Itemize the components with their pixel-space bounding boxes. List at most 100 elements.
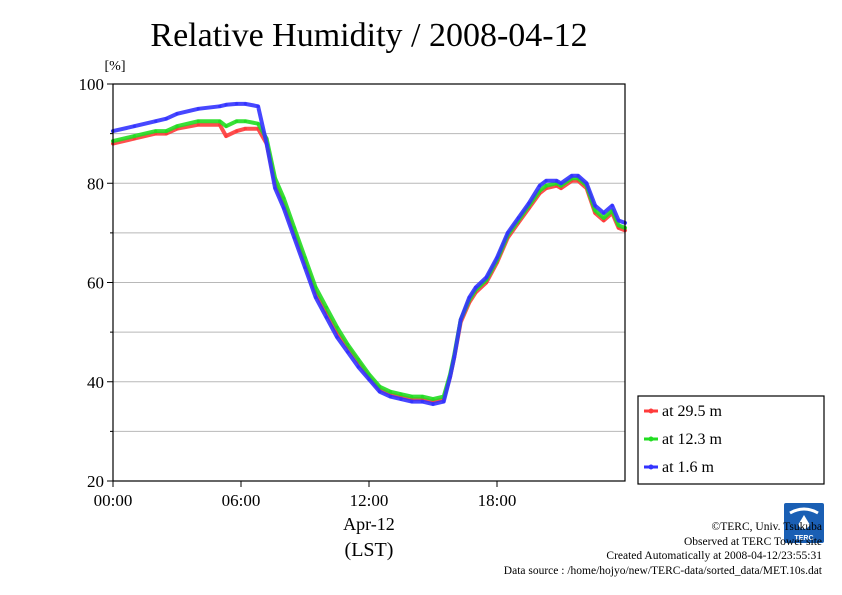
series-point-1 bbox=[356, 357, 360, 361]
series-point-2 bbox=[610, 204, 614, 208]
y-tick-label: 40 bbox=[87, 373, 104, 392]
series-layer bbox=[111, 101, 627, 407]
series-point-2 bbox=[224, 103, 228, 107]
series-point-1 bbox=[544, 184, 548, 188]
series-point-1 bbox=[314, 285, 318, 290]
series-point-1 bbox=[175, 124, 179, 128]
series-point-0 bbox=[196, 123, 200, 127]
series-point-2 bbox=[346, 350, 350, 354]
series-point-1 bbox=[224, 124, 228, 128]
series-point-2 bbox=[544, 179, 548, 183]
series-point-1 bbox=[602, 216, 606, 220]
series-line-1 bbox=[111, 119, 627, 402]
series-point-1 bbox=[420, 395, 424, 399]
series-point-2 bbox=[484, 275, 488, 280]
series-point-1 bbox=[399, 392, 403, 396]
series-point-0 bbox=[243, 127, 247, 131]
series-point-2 bbox=[431, 402, 435, 406]
series-point-1 bbox=[335, 325, 339, 329]
series-point-2 bbox=[570, 174, 574, 178]
x-tick-label: 06:00 bbox=[222, 491, 261, 510]
logo-text: TERC bbox=[794, 535, 813, 542]
series-point-1 bbox=[196, 119, 200, 123]
series-point-0 bbox=[235, 129, 239, 133]
series-point-1 bbox=[154, 129, 158, 133]
series-point-2 bbox=[555, 179, 559, 183]
axes: 20 40 60 80 100 00:00 06:00 12:00 18:00 bbox=[79, 75, 517, 510]
series-point-2 bbox=[218, 104, 222, 108]
y-axis-unit-label: [%] bbox=[105, 59, 126, 74]
series-point-1 bbox=[132, 134, 136, 138]
x-tick-label: 18:00 bbox=[478, 491, 517, 510]
series-point-2 bbox=[506, 231, 510, 235]
series-point-2 bbox=[452, 355, 456, 359]
y-tick-label: 80 bbox=[87, 174, 104, 193]
series-point-1 bbox=[235, 119, 239, 123]
series-point-2 bbox=[420, 400, 424, 404]
series-point-2 bbox=[367, 377, 371, 381]
legend-marker bbox=[648, 408, 654, 414]
legend-marker bbox=[648, 436, 654, 442]
data-source-text: Data source : /home/hojyo/new/TERC-data/… bbox=[503, 564, 822, 577]
series-point-2 bbox=[356, 365, 360, 369]
legend-label: at 29.5 m bbox=[662, 403, 723, 420]
x-tick-label: 00:00 bbox=[94, 491, 133, 510]
series-point-2 bbox=[164, 117, 168, 121]
series-point-2 bbox=[273, 186, 277, 190]
series-point-2 bbox=[538, 184, 542, 188]
series-point-1 bbox=[346, 342, 350, 347]
legend-box bbox=[637, 395, 825, 485]
legend-marker bbox=[648, 464, 654, 470]
creation-timestamp-text: Created Automatically at 2008-04-12/23:5… bbox=[606, 550, 822, 562]
series-point-2 bbox=[154, 119, 158, 123]
series-point-1 bbox=[324, 305, 328, 309]
series-point-2 bbox=[448, 375, 452, 379]
series-point-2 bbox=[495, 256, 499, 260]
series-point-2 bbox=[442, 400, 446, 404]
observation-site-text: Observed at TERC Tower site bbox=[683, 535, 822, 548]
legend-label: at 1.6 m bbox=[662, 459, 715, 476]
series-point-2 bbox=[516, 216, 520, 220]
x-tick-label: 12:00 bbox=[350, 491, 389, 510]
series-point-1 bbox=[292, 226, 296, 230]
series-point-1 bbox=[388, 390, 392, 394]
series-point-1 bbox=[282, 196, 286, 200]
series-point-2 bbox=[292, 236, 296, 240]
series-point-2 bbox=[303, 266, 307, 270]
grid-lines bbox=[113, 133, 625, 432]
series-point-2 bbox=[314, 295, 318, 299]
series-point-2 bbox=[243, 102, 247, 106]
series-point-2 bbox=[474, 285, 478, 290]
series-point-2 bbox=[593, 204, 597, 208]
legend: at 29.5 m at 12.3 m at 1.6 m bbox=[637, 395, 825, 485]
series-point-2 bbox=[335, 335, 339, 339]
series-point-2 bbox=[265, 142, 269, 146]
series-point-2 bbox=[175, 112, 179, 116]
series-point-2 bbox=[324, 315, 328, 319]
y-tick-label: 100 bbox=[79, 75, 105, 94]
series-point-2 bbox=[132, 124, 136, 128]
series-point-1 bbox=[593, 208, 597, 213]
series-point-1 bbox=[431, 397, 435, 401]
footer-credits: ©TERC, Univ. Tsukuba Observed at TERC To… bbox=[504, 520, 822, 578]
series-point-2 bbox=[235, 102, 239, 106]
series-point-0 bbox=[224, 134, 228, 138]
series-point-1 bbox=[303, 256, 307, 260]
series-point-2 bbox=[585, 181, 589, 185]
y-tick-label: 20 bbox=[87, 472, 104, 491]
series-point-1 bbox=[410, 395, 414, 399]
series-point-2 bbox=[559, 181, 563, 185]
x-axis-timezone-label: (LST) bbox=[345, 539, 394, 561]
series-point-1 bbox=[367, 372, 371, 376]
x-axis-date-label: Apr-12 bbox=[343, 514, 395, 534]
series-point-1 bbox=[378, 385, 382, 389]
terc-logo: TERC bbox=[784, 503, 824, 543]
series-point-2 bbox=[378, 390, 382, 394]
series-point-2 bbox=[467, 295, 471, 299]
series-line-2 bbox=[111, 101, 627, 407]
series-point-2 bbox=[617, 218, 621, 223]
copyright-text: ©TERC, Univ. Tsukuba bbox=[711, 521, 822, 533]
legend-label: at 12.3 m bbox=[662, 431, 723, 448]
series-point-2 bbox=[410, 400, 414, 404]
series-point-2 bbox=[602, 211, 606, 215]
